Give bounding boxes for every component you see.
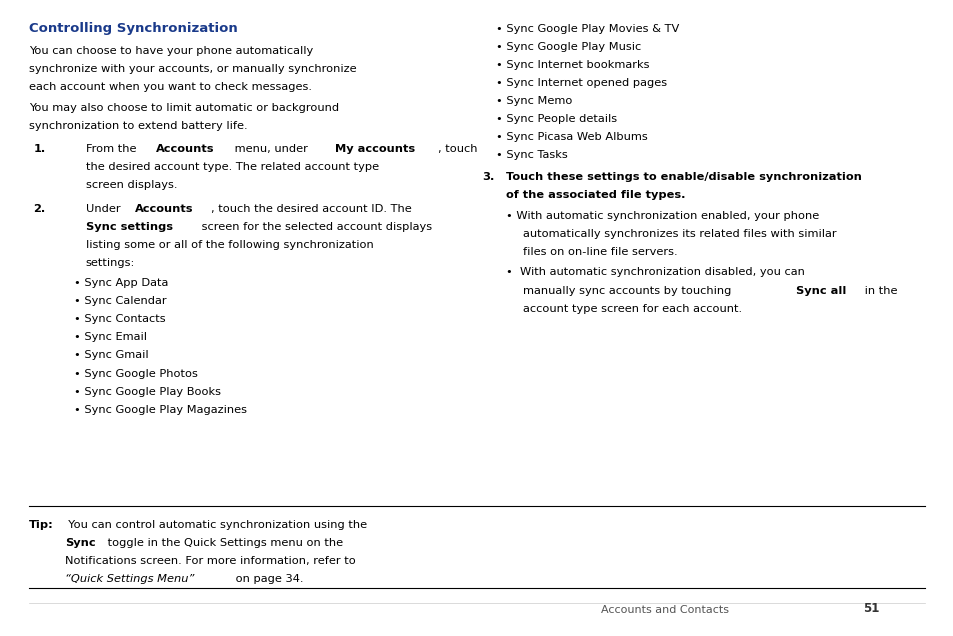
Text: • Sync Picasa Web Albums: • Sync Picasa Web Albums <box>496 132 647 142</box>
Text: , touch: , touch <box>438 144 477 154</box>
Text: 1.: 1. <box>33 144 46 154</box>
Text: • Sync Google Photos: • Sync Google Photos <box>74 368 198 378</box>
Text: , touch the desired account ID. The: , touch the desired account ID. The <box>211 204 411 214</box>
Text: • Sync Google Play Music: • Sync Google Play Music <box>496 42 640 52</box>
Text: listing some or all of the following synchronization: listing some or all of the following syn… <box>86 240 374 250</box>
Text: synchronize with your accounts, or manually synchronize: synchronize with your accounts, or manua… <box>29 64 355 74</box>
Text: Controlling Synchronization: Controlling Synchronization <box>29 22 237 35</box>
Text: • Sync Google Play Movies & TV: • Sync Google Play Movies & TV <box>496 24 679 34</box>
Text: the desired account type. The related account type: the desired account type. The related ac… <box>86 162 378 172</box>
Text: • Sync Email: • Sync Email <box>74 332 148 342</box>
Text: synchronization to extend battery life.: synchronization to extend battery life. <box>29 121 247 131</box>
Text: •  With automatic synchronization disabled, you can: • With automatic synchronization disable… <box>505 267 803 277</box>
Text: You can choose to have your phone automatically: You can choose to have your phone automa… <box>29 46 313 56</box>
Text: automatically synchronizes its related files with similar: automatically synchronizes its related f… <box>522 228 836 238</box>
Text: • Sync Google Play Magazines: • Sync Google Play Magazines <box>74 404 247 415</box>
Text: • Sync Contacts: • Sync Contacts <box>74 314 166 324</box>
Text: manually sync accounts by touching: manually sync accounts by touching <box>522 286 734 296</box>
Text: Accounts: Accounts <box>155 144 214 154</box>
Text: of the associated file types.: of the associated file types. <box>505 190 684 200</box>
Text: Tip:: Tip: <box>29 520 53 530</box>
Text: Notifications screen. For more information, refer to: Notifications screen. For more informati… <box>65 556 355 566</box>
Text: Accounts: Accounts <box>135 204 193 214</box>
Text: • Sync Internet opened pages: • Sync Internet opened pages <box>496 78 666 88</box>
Text: toggle in the Quick Settings menu on the: toggle in the Quick Settings menu on the <box>104 538 343 548</box>
Text: settings:: settings: <box>86 258 135 268</box>
Text: screen for the selected account displays: screen for the selected account displays <box>198 221 432 232</box>
Text: You can control automatic synchronization using the: You can control automatic synchronizatio… <box>60 520 366 530</box>
Text: • Sync People details: • Sync People details <box>496 114 617 124</box>
Text: • Sync Internet bookmarks: • Sync Internet bookmarks <box>496 60 649 70</box>
Text: 51: 51 <box>862 602 879 615</box>
Text: • Sync Tasks: • Sync Tasks <box>496 150 567 160</box>
Text: • Sync Memo: • Sync Memo <box>496 96 572 106</box>
Text: Under: Under <box>86 204 124 214</box>
Text: • With automatic synchronization enabled, your phone: • With automatic synchronization enabled… <box>505 211 818 221</box>
Text: files on on-line file servers.: files on on-line file servers. <box>522 247 677 257</box>
Text: • Sync Calendar: • Sync Calendar <box>74 296 167 306</box>
Text: Sync: Sync <box>65 538 95 548</box>
Text: “Quick Settings Menu”: “Quick Settings Menu” <box>65 574 194 584</box>
Text: • Sync Gmail: • Sync Gmail <box>74 350 149 361</box>
Text: account type screen for each account.: account type screen for each account. <box>522 303 741 314</box>
Text: Sync all: Sync all <box>796 286 846 296</box>
Text: in the: in the <box>861 286 897 296</box>
Text: You may also choose to limit automatic or background: You may also choose to limit automatic o… <box>29 102 338 113</box>
Text: • Sync Google Play Books: • Sync Google Play Books <box>74 387 221 397</box>
Text: screen displays.: screen displays. <box>86 180 177 190</box>
Text: on page 34.: on page 34. <box>232 574 303 584</box>
Text: 3.: 3. <box>481 172 494 182</box>
Text: 2.: 2. <box>33 204 46 214</box>
Text: • Sync App Data: • Sync App Data <box>74 278 169 288</box>
Text: From the: From the <box>86 144 140 154</box>
Text: each account when you want to check messages.: each account when you want to check mess… <box>29 82 312 92</box>
Text: My accounts: My accounts <box>335 144 415 154</box>
Text: Accounts and Contacts: Accounts and Contacts <box>600 605 728 615</box>
Text: Sync settings: Sync settings <box>86 221 172 232</box>
Text: Touch these settings to enable/disable synchronization: Touch these settings to enable/disable s… <box>505 172 861 182</box>
Text: menu, under: menu, under <box>231 144 312 154</box>
